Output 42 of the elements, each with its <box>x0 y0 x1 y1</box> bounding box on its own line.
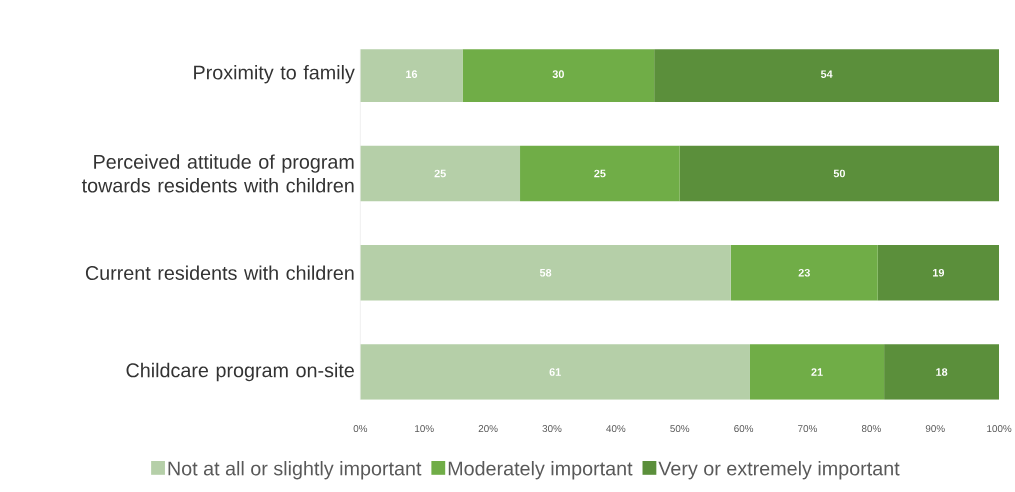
data-label: 25 <box>594 169 606 178</box>
bar <box>520 145 680 202</box>
x-tick-label: 90% <box>925 425 945 433</box>
bar <box>884 344 1000 400</box>
data-label: 25 <box>434 169 446 178</box>
legend-label: Moderately important <box>448 461 633 480</box>
x-tick-label: 0% <box>353 425 368 433</box>
data-label: 30 <box>552 70 564 79</box>
bar <box>679 145 1000 202</box>
y-tick-label: Perceived attitude of program towards residents with children <box>81 154 354 193</box>
data-label: 18 <box>936 368 948 377</box>
y-tick-label: Proximity to family <box>194 65 355 84</box>
data-label: 58 <box>539 269 552 277</box>
bar <box>654 49 1000 103</box>
x-tick-label: 30% <box>542 425 562 433</box>
bar <box>360 145 521 202</box>
x-tick-label: 50% <box>670 425 690 433</box>
x-tick-label: 20% <box>478 425 498 433</box>
x-tick-label: 10% <box>415 425 434 433</box>
data-label: 23 <box>798 269 810 277</box>
x-tick-label: 70% <box>798 425 817 433</box>
bar <box>360 245 731 301</box>
bar <box>877 245 1000 301</box>
data-label: 16 <box>406 70 418 79</box>
data-label: 21 <box>811 368 823 376</box>
x-tick-label: 60% <box>734 425 754 433</box>
bar <box>730 245 878 301</box>
y-tick-label: Childcare program on-site <box>126 363 354 382</box>
data-label: 54 <box>820 70 833 79</box>
x-tick-label: 80% <box>861 425 881 433</box>
data-label: 19 <box>933 269 945 277</box>
bar <box>749 344 885 400</box>
bar <box>360 49 463 103</box>
y-tick-label: Current residents with children <box>85 265 354 281</box>
x-tick-label: 40% <box>606 425 626 433</box>
data-label: 61 <box>549 368 561 377</box>
legend-label: Very or extremely important <box>658 461 900 480</box>
data-label: 50 <box>833 169 845 178</box>
bar <box>462 49 655 103</box>
x-tick-label: 100% <box>987 425 1012 433</box>
legend-label: Not at all or slightly important <box>168 461 422 480</box>
bar <box>360 344 750 400</box>
